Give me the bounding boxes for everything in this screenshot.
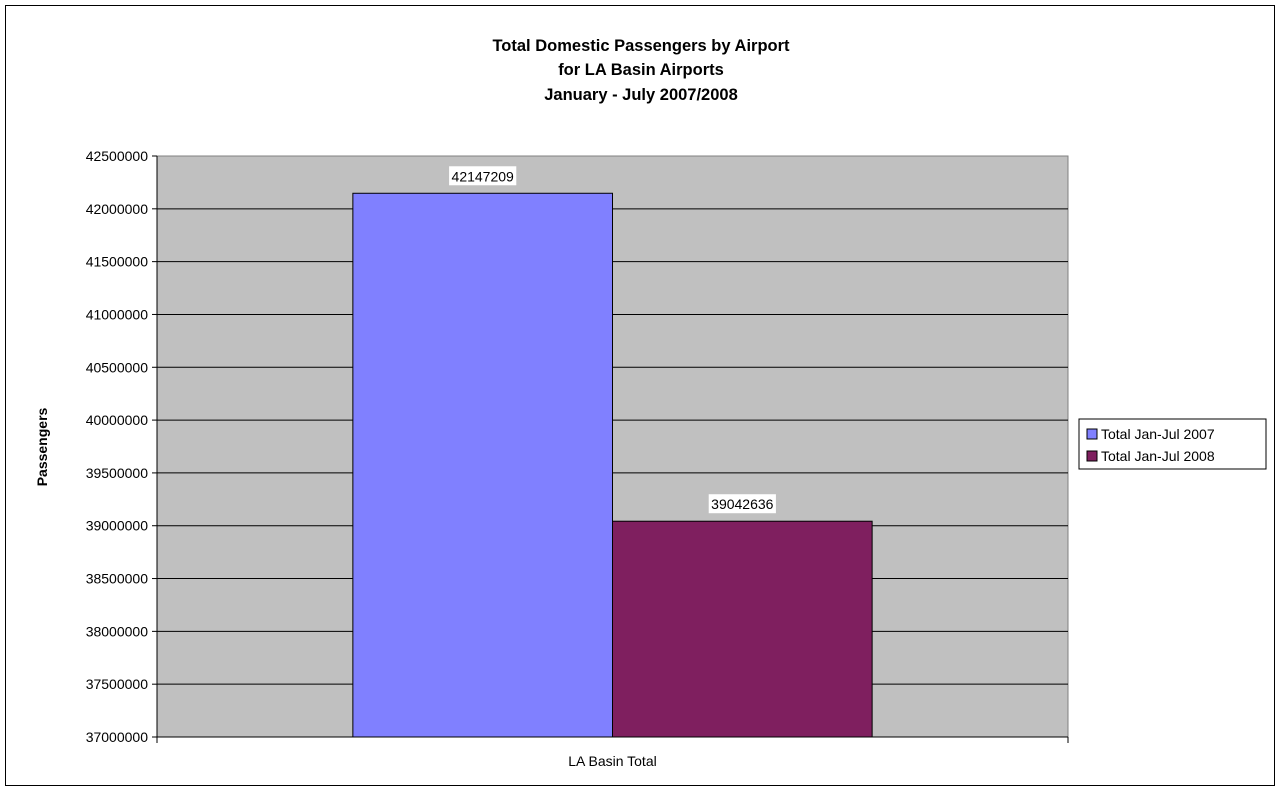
bar: [352, 192, 613, 738]
y-tick-label: 37000000: [86, 729, 149, 745]
y-tick-label: 40500000: [86, 359, 149, 375]
bar: [612, 520, 873, 738]
data-label: 42147209: [452, 168, 515, 184]
data-label: 39042636: [711, 496, 774, 512]
y-tick-label: 37500000: [86, 676, 149, 692]
y-axis-title: Passengers: [34, 407, 50, 486]
y-axis: 37000000 37500000 38000000 38500000 39000000…: [86, 148, 158, 745]
legend-swatch: [1086, 450, 1098, 462]
y-tick-label: 42000000: [86, 201, 149, 217]
data-labels: 42147209 39042636: [449, 166, 776, 514]
y-tick-label: 40000000: [86, 412, 149, 428]
x-axis: LA Basin Total: [156, 736, 1069, 769]
legend: Total Jan-Jul 2007 Total Jan-Jul 2008: [1078, 418, 1267, 470]
y-tick-label: 38500000: [86, 571, 149, 587]
chart-title-line-2: for LA Basin Airports: [558, 61, 724, 79]
legend-entry: Total Jan-Jul 2007: [1101, 426, 1215, 442]
bars: [352, 192, 873, 738]
y-tick-label: 39000000: [86, 518, 149, 534]
legend-box: [1078, 418, 1267, 470]
chart-title-line-1: Total Domestic Passengers by Airport: [492, 37, 790, 55]
y-tick-label: 42500000: [86, 148, 149, 164]
y-tick-label: 41500000: [86, 254, 149, 270]
legend-entry: Total Jan-Jul 2008: [1101, 448, 1215, 464]
chart-title-line-3: January - July 2007/2008: [544, 86, 738, 104]
y-tick-label: 41000000: [86, 306, 149, 322]
x-tick-label: LA Basin Total: [568, 753, 656, 769]
data-label-bg: [449, 166, 517, 186]
y-tick-label: 39500000: [86, 465, 149, 481]
data-label-bg: [708, 494, 776, 514]
legend-swatch: [1086, 428, 1098, 440]
chart-title: Total Domestic Passengers by Airport for…: [492, 37, 790, 104]
y-tick-label: 38000000: [86, 623, 149, 639]
